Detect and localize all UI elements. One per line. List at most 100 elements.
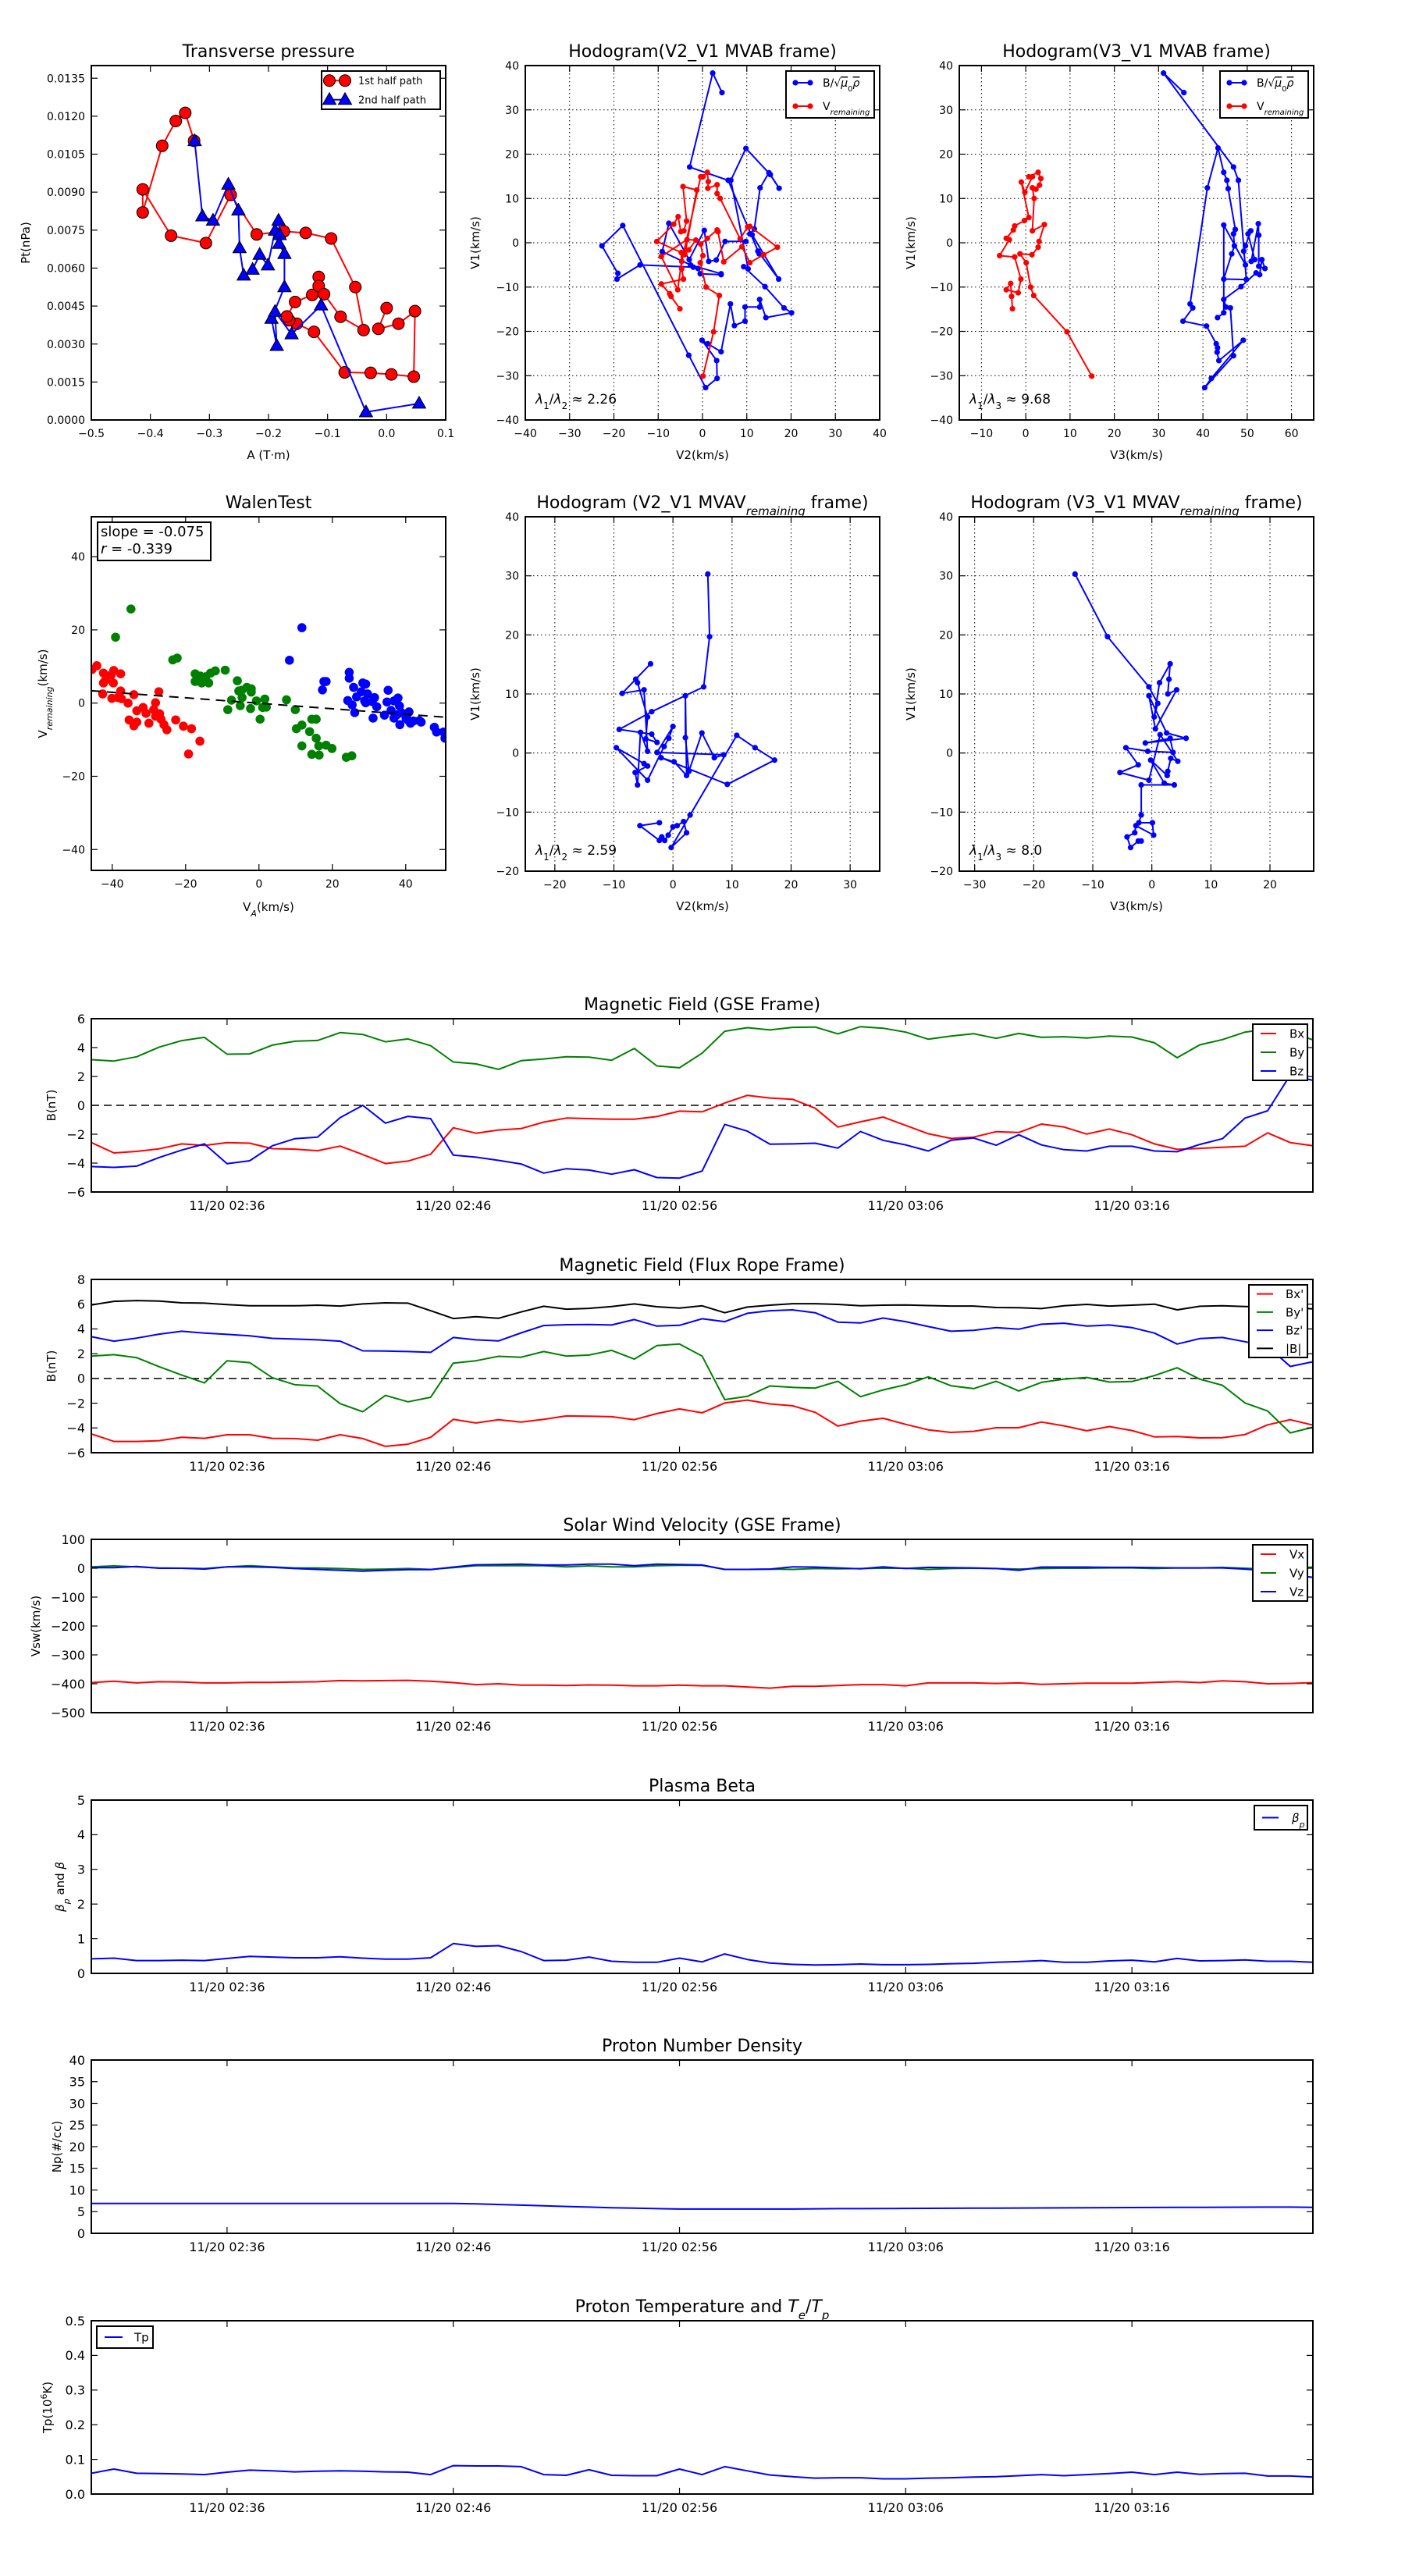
x-axis-label-part: (km/s): [257, 900, 294, 914]
y-axis-label-part: remaining: [44, 686, 55, 730]
point-2nd-half-path: [271, 212, 286, 226]
point-segment-1: [151, 698, 161, 708]
y-tick-label: 30: [505, 571, 519, 583]
point-v-remaining-mvav: [1170, 749, 1176, 756]
point-v-remaining: [720, 258, 727, 265]
chart-title: Plasma Beta: [649, 1777, 756, 1796]
point-v-remaining-mvav: [647, 660, 654, 667]
y-tick-label: −200: [51, 1619, 85, 1634]
y-tick-label: 15: [69, 2161, 85, 2176]
point-v-remaining-mvav: [1175, 758, 1181, 764]
chart-ts-velocity: 11/20 02:36 11/20 02:46 11/20 02:56 11/20 0…: [29, 1516, 1314, 1734]
eigenvalue-ratio-annotation-part: 9.68: [1021, 392, 1051, 407]
eigenvalue-ratio-annotation-part: 1: [977, 852, 984, 863]
y-tick-label: −10: [930, 806, 953, 819]
x-tick-label: −0.4: [137, 428, 164, 440]
y-tick-label: −30: [930, 370, 953, 382]
legend-label: Bz': [1286, 1324, 1303, 1338]
point-v-remaining: [1008, 294, 1015, 300]
point-b-sqrt-mu0-rho: [710, 70, 716, 76]
legend-label-part: 0: [1282, 85, 1286, 94]
point-segment-2: [282, 695, 291, 705]
point-v-remaining-mvav: [1151, 832, 1157, 838]
point-b-sqrt-mu0-rho: [1238, 283, 1244, 290]
point-1st-half-path: [299, 226, 312, 240]
point-1st-half-path: [325, 232, 338, 245]
ticks: −40 −30 −20 −10 0 10 20 30 40−40−30−20−100102030…: [496, 60, 886, 440]
point-b-sqrt-mu0-rho: [1215, 358, 1222, 364]
axes-frame: [91, 2320, 1314, 2495]
y-tick-label: 0.0045: [47, 301, 85, 313]
point-v-remaining: [658, 253, 664, 260]
point-2nd-half-path: [358, 404, 374, 418]
point-segment-1: [154, 687, 164, 696]
chart-title-part: Hodogram (V2_V1 MVAV: [536, 493, 745, 513]
point-v-remaining-mvav: [619, 690, 625, 696]
series-line-vz: [91, 1563, 1313, 1578]
point-b-sqrt-mu0-rho: [701, 227, 707, 233]
point-v-remaining: [737, 236, 743, 242]
x-tick-label: −10: [1081, 879, 1104, 891]
point-v-remaining-mvav: [670, 724, 676, 730]
legend-entry: Tp: [105, 2330, 149, 2344]
point-v-remaining: [704, 235, 710, 241]
point-v-remaining-mvav: [616, 726, 622, 733]
point-1st-half-path: [308, 326, 321, 339]
point-v-remaining-mvav: [661, 743, 667, 749]
point-b-sqrt-mu0-rho: [1161, 70, 1167, 76]
point-b-sqrt-mu0-rho: [742, 304, 749, 310]
x-tick-label: 30: [1151, 428, 1165, 440]
y-tick-label: 0: [946, 748, 953, 760]
legend-marker: [323, 74, 336, 87]
y-tick-label: −300: [51, 1648, 85, 1663]
point-v-remaining: [1012, 222, 1018, 229]
y-tick-label: 2: [77, 1897, 85, 1912]
y-axis-label: Vremaining(km/s): [36, 649, 55, 738]
eigenvalue-ratio-annotation: λ1/λ2 ≈ 2.59: [535, 843, 617, 863]
plot-area: [91, 1026, 1313, 1179]
point-v-remaining: [667, 290, 673, 297]
point-b-sqrt-mu0-rho: [705, 340, 711, 347]
point-1st-half-path: [169, 115, 183, 128]
series-line-bz: [91, 1309, 1313, 1368]
y-axis-label-part: V: [36, 729, 50, 738]
x-tick-label: 11/20 03:06: [868, 2500, 944, 2515]
legend-label-part: μ: [1274, 77, 1282, 90]
x-axis-label: VA(km/s): [243, 900, 294, 919]
point-2nd-half-path: [231, 202, 246, 215]
eigenvalue-ratio-annotation-part: /: [984, 392, 988, 407]
x-tick-label: 11/20 03:06: [868, 1980, 944, 1994]
chart-title-part: Hodogram (V3_V1 MVAV: [970, 493, 1179, 513]
point-v-remaining-mvav: [687, 812, 693, 818]
point-b-sqrt-mu0-rho: [1235, 177, 1242, 183]
y-tick-label: 40: [71, 551, 85, 564]
chart-title-part: Proton Temperature and: [575, 2297, 788, 2317]
eigenvalue-ratio-annotation: λ1/λ2 ≈ 2.26: [535, 392, 617, 411]
y-tick-label: 5: [77, 1793, 85, 1808]
legend-label-part: 0: [848, 85, 852, 94]
legend-entry: Vremaining: [792, 101, 870, 117]
point-segment-2: [304, 727, 315, 737]
point-b-sqrt-mu0-rho: [747, 231, 753, 237]
point-segment-2: [297, 720, 307, 730]
chart-ts-density: 11/20 02:36 11/20 02:46 11/20 02:56 11/20 0…: [50, 2037, 1314, 2254]
point-v-remaining-mvav: [1138, 812, 1144, 818]
y-tick-label: 0.1: [66, 2452, 85, 2467]
point-v-remaining-mvav: [671, 759, 678, 765]
plot-area: [91, 604, 446, 762]
legend-label-part: B/: [823, 77, 834, 90]
legend: Bx' By' Bz' |B|: [1248, 1284, 1308, 1358]
series-line-bx: [91, 1094, 1313, 1165]
point-segment-1: [108, 666, 119, 675]
y-tick-label: 20: [505, 149, 519, 162]
chart-title-part: p: [821, 2308, 830, 2322]
point-v-remaining: [714, 190, 720, 197]
legend-marker: [807, 103, 813, 109]
legend-entry: Vx: [1261, 1547, 1304, 1561]
point-v-remaining: [704, 169, 710, 176]
legend-label-part: √: [1268, 77, 1275, 90]
y-tick-label: 0.0105: [47, 149, 85, 162]
point-b-sqrt-mu0-rho: [1230, 231, 1236, 237]
y-tick-label: 0: [77, 1966, 85, 1981]
